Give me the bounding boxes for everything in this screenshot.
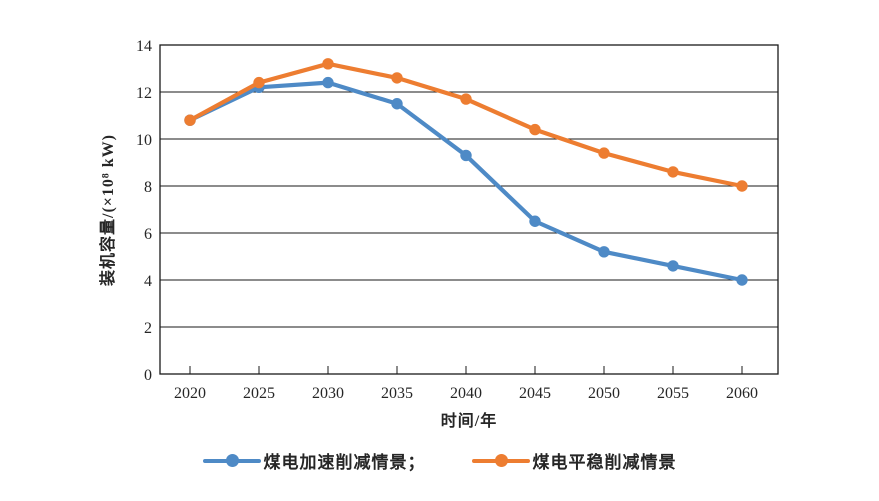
data-point-marker bbox=[460, 93, 472, 105]
legend-entry-steady: 煤电平稳削减情景 bbox=[471, 448, 677, 473]
x-tick-label: 2020 bbox=[174, 385, 206, 402]
x-tick-label: 2030 bbox=[312, 385, 344, 402]
data-point-marker bbox=[460, 149, 472, 162]
data-point-marker bbox=[529, 123, 541, 136]
legend-entry-accelerated: 煤电加速削减情景； bbox=[202, 448, 426, 473]
data-point-marker bbox=[598, 147, 610, 159]
y-tick-label: 4 bbox=[144, 273, 152, 290]
legend-label-steady: 煤电平稳削减情景 bbox=[532, 453, 677, 472]
plot-border bbox=[159, 44, 779, 375]
legend-line-dot-icon bbox=[471, 454, 530, 467]
data-point-marker bbox=[736, 180, 748, 192]
x-tick-label: 2040 bbox=[450, 385, 482, 402]
data-point-marker bbox=[322, 76, 334, 89]
data-point-marker bbox=[184, 114, 196, 126]
data-point-marker bbox=[391, 98, 403, 110]
data-point-marker bbox=[391, 72, 403, 84]
data-point-marker bbox=[598, 246, 610, 258]
y-tick-label: 6 bbox=[144, 226, 152, 243]
series-line-steady bbox=[187, 61, 745, 189]
x-tick-label: 2025 bbox=[243, 385, 275, 402]
data-point-marker bbox=[253, 76, 265, 89]
data-point-marker bbox=[322, 58, 334, 70]
data-point-marker bbox=[736, 274, 748, 286]
x-tick-label: 2035 bbox=[381, 385, 413, 402]
x-axis-title: 时间/年 bbox=[441, 411, 497, 430]
data-point-marker bbox=[667, 166, 679, 178]
y-axis-title: 装机容量/(×10⁸ kW) bbox=[98, 134, 117, 287]
y-tick-label: 0 bbox=[144, 367, 152, 384]
chart-legend: 煤电加速削减情景； 煤电平稳削减情景 bbox=[0, 448, 879, 473]
x-tick-label: 2050 bbox=[588, 385, 620, 402]
x-tick-label: 2055 bbox=[657, 385, 689, 402]
x-tick-label: 2060 bbox=[726, 385, 758, 402]
x-tick-label: 2045 bbox=[519, 385, 551, 402]
legend-label-accelerated: 煤电加速削减情景； bbox=[263, 453, 426, 472]
series-line-accelerated bbox=[187, 80, 745, 283]
y-tick-label: 2 bbox=[144, 320, 152, 337]
y-tick-label: 14 bbox=[136, 38, 152, 55]
y-tick-label: 8 bbox=[144, 179, 152, 196]
legend-line-dot-icon bbox=[202, 454, 261, 467]
data-point-marker bbox=[667, 260, 679, 272]
data-point-marker bbox=[529, 215, 541, 227]
y-tick-label: 10 bbox=[136, 132, 152, 149]
y-tick-label: 12 bbox=[136, 85, 152, 102]
